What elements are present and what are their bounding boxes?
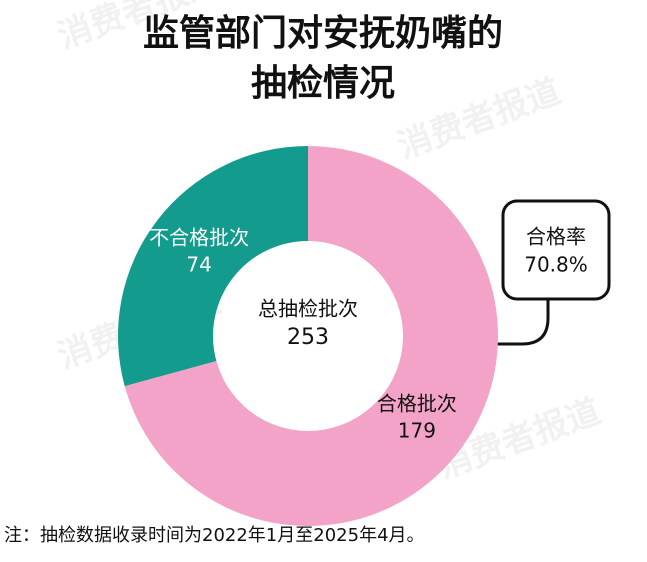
callout-connector <box>492 299 550 346</box>
footnote: 注：抽检数据收录时间为2022年1月至2025年4月。 <box>4 525 425 546</box>
chart-title: 抽检情况 <box>251 63 395 104</box>
total-value: 253 <box>287 325 329 350</box>
callout-box <box>501 199 611 301</box>
segment-value: 74 <box>186 252 211 276</box>
donut-segment <box>124 146 498 526</box>
total-label: 总抽检批次 <box>258 297 358 321</box>
donut-segment <box>117 146 308 387</box>
segment-value: 179 <box>398 419 436 443</box>
callout-label: 合格率 <box>526 225 586 249</box>
segment-label: 合格批次 <box>377 392 457 416</box>
chart-title: 监管部门对安抚奶嘴的 <box>143 13 503 54</box>
watermark: 消费者报道 <box>392 71 565 167</box>
segment-label: 不合格批次 <box>149 225 249 249</box>
callout-value: 70.8% <box>524 253 588 277</box>
labels: 合格批次 179 不合格批次 74 <box>149 225 457 442</box>
